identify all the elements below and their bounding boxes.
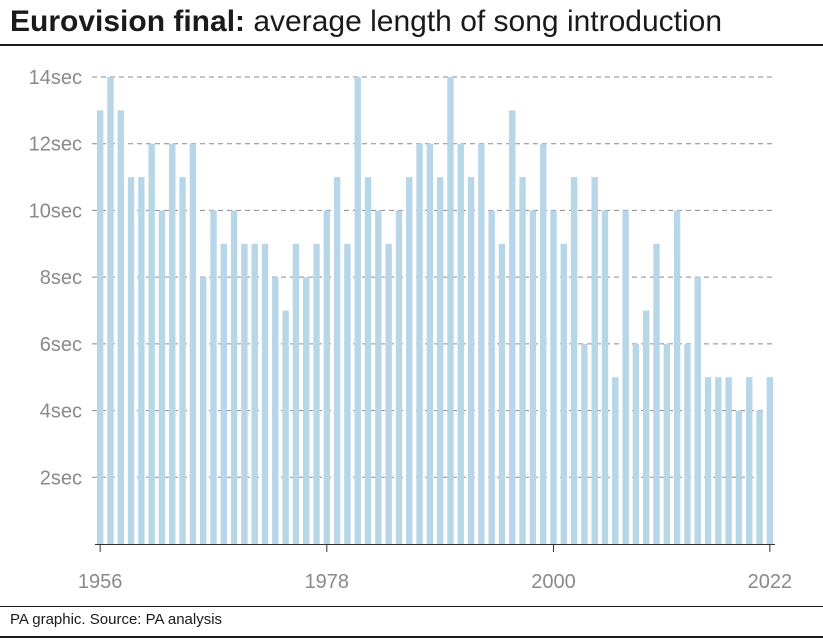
x-tick-label: 2000	[531, 571, 576, 593]
bar	[261, 243, 269, 545]
bar	[230, 210, 238, 544]
bar	[756, 410, 763, 544]
bar	[416, 143, 423, 544]
chart-title: Eurovision final: average length of song…	[10, 2, 722, 42]
bar	[354, 77, 361, 544]
bar	[539, 143, 547, 544]
bar	[179, 177, 186, 545]
bar	[241, 243, 248, 545]
bar	[333, 177, 341, 545]
bar	[447, 77, 454, 544]
bar	[735, 410, 743, 544]
bar	[766, 377, 774, 544]
bar	[406, 177, 413, 545]
bar	[210, 210, 217, 544]
bar	[560, 243, 567, 545]
bar	[272, 277, 279, 544]
title-divider	[0, 44, 823, 46]
bar	[715, 377, 722, 544]
bar	[148, 143, 155, 544]
bar	[704, 377, 712, 544]
bar	[591, 177, 598, 545]
bar-chart: 2sec 4sec 6sec 8sec 10sec 12sec 14sec 1956 1978 2…	[29, 67, 793, 593]
bar	[189, 143, 197, 544]
bar	[663, 343, 671, 544]
bar	[344, 243, 351, 545]
bar	[282, 310, 289, 544]
bar	[725, 377, 732, 544]
x-tick-label: 2022	[748, 571, 793, 593]
bar	[251, 243, 258, 545]
y-tick-label: 10sec	[29, 200, 82, 222]
bar	[169, 143, 176, 544]
bar	[313, 243, 320, 545]
bar	[127, 177, 135, 545]
bar	[478, 143, 485, 544]
bar	[467, 177, 475, 545]
x-tick-label: 1978	[305, 571, 350, 593]
bar	[220, 243, 227, 545]
bar	[199, 277, 207, 544]
y-tick-label: 2sec	[40, 467, 82, 489]
source-credit: PA graphic. Source: PA analysis	[10, 611, 223, 628]
bar	[529, 210, 537, 544]
bar	[395, 210, 403, 544]
bottom-divider	[0, 636, 823, 638]
bar	[632, 343, 640, 544]
bar	[158, 210, 166, 544]
bar	[673, 210, 681, 544]
bar	[509, 110, 516, 544]
bar	[684, 343, 691, 544]
bar	[612, 377, 619, 544]
bar	[138, 177, 145, 545]
bar	[292, 243, 300, 545]
y-tick-label: 8sec	[40, 267, 82, 289]
bar	[622, 210, 629, 544]
y-tick-label: 14sec	[29, 67, 82, 89]
y-tick-label: 12sec	[29, 134, 82, 156]
bar	[498, 243, 506, 545]
bar	[426, 143, 434, 544]
bar	[323, 210, 331, 544]
y-tick-label: 4sec	[40, 401, 82, 423]
bar	[643, 310, 650, 544]
bar	[570, 177, 578, 545]
title-bold: Eurovision final:	[10, 5, 246, 38]
x-tick-label: 1956	[78, 571, 123, 593]
bar	[694, 277, 701, 544]
bar	[519, 177, 526, 545]
bar	[653, 243, 660, 545]
bar	[96, 110, 104, 544]
bar	[436, 177, 444, 545]
bar	[550, 210, 557, 544]
bar	[364, 177, 372, 545]
title-rest: average length of song introduction	[253, 5, 723, 38]
bar	[117, 110, 124, 544]
y-tick-label: 6sec	[40, 334, 82, 356]
bar	[303, 277, 310, 544]
bar	[375, 210, 382, 544]
bar	[385, 243, 392, 545]
bar	[581, 343, 588, 544]
bar	[488, 210, 495, 544]
bar	[107, 77, 114, 544]
bar	[457, 143, 464, 544]
bar	[601, 210, 609, 544]
footer-divider	[0, 606, 823, 607]
bar	[746, 377, 753, 544]
